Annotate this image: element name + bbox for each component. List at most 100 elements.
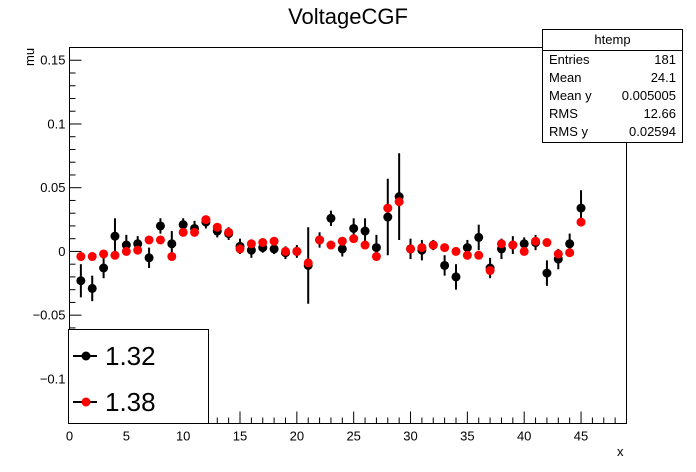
stats-row-rms-y: RMS y 0.02594 xyxy=(543,123,682,141)
stats-label: Mean xyxy=(549,70,582,85)
data-point-series-2 xyxy=(565,248,575,258)
data-point-series-2 xyxy=(440,243,450,253)
data-point-series-2 xyxy=(155,235,165,245)
stats-value: 0.005005 xyxy=(621,88,676,103)
x-tick-label: 25 xyxy=(346,429,360,444)
y-tick-label: −0.1 xyxy=(40,371,66,386)
legend-label-series-1: 1.32 xyxy=(105,340,156,371)
data-point-series-2 xyxy=(292,246,302,256)
data-point-series-2 xyxy=(258,238,268,248)
data-point-series-2 xyxy=(496,239,506,249)
data-point-series-2 xyxy=(360,240,370,250)
legend-label-series-2: 1.38 xyxy=(105,386,156,417)
data-point-series-2 xyxy=(201,215,211,225)
data-point-series-2 xyxy=(428,240,438,250)
legend-item-series-2: 1.38 xyxy=(69,382,156,422)
data-point-series-2 xyxy=(508,240,518,250)
data-point-series-1 xyxy=(576,203,586,213)
chart-title: VoltageCGF xyxy=(288,4,408,29)
stats-label: Mean y xyxy=(549,88,592,103)
data-point-series-2 xyxy=(462,250,472,260)
data-point-series-1 xyxy=(144,253,154,263)
data-point-series-1 xyxy=(451,272,461,282)
data-point-series-1 xyxy=(246,245,256,255)
x-tick-label: 30 xyxy=(403,429,417,444)
data-point-series-2 xyxy=(371,252,381,262)
stats-row-mean: Mean 24.1 xyxy=(543,69,682,87)
data-point-series-1 xyxy=(462,243,472,253)
data-point-series-1 xyxy=(349,223,359,233)
x-tick-label: 5 xyxy=(123,429,130,444)
y-tick-label: 0.15 xyxy=(40,53,65,68)
stats-label: Entries xyxy=(549,52,590,67)
plot-frame xyxy=(69,47,627,424)
data-point-series-1 xyxy=(178,220,188,230)
stats-row-mean-y: Mean y 0.005005 xyxy=(543,87,682,105)
data-point-series-2 xyxy=(417,243,427,253)
legend-marker-series-1 xyxy=(73,351,97,361)
y-axis-label: mu xyxy=(22,47,37,66)
stats-label: RMS xyxy=(549,106,578,121)
stats-value: 181 xyxy=(654,52,676,67)
x-tick-label: 15 xyxy=(233,429,247,444)
x-tick-label: 40 xyxy=(517,429,531,444)
data-point-series-2 xyxy=(553,249,563,259)
data-point-series-2 xyxy=(485,266,495,276)
data-point-series-2 xyxy=(315,235,325,245)
data-point-series-1 xyxy=(371,243,381,253)
data-point-series-2 xyxy=(349,234,359,244)
stats-label: RMS y xyxy=(549,124,588,139)
data-point-series-2 xyxy=(383,203,393,213)
data-point-series-2 xyxy=(269,236,279,246)
legend-item-series-1: 1.32 xyxy=(69,336,156,376)
x-tick-label: 45 xyxy=(574,429,588,444)
data-point-series-1 xyxy=(76,276,86,286)
data-point-series-2 xyxy=(87,252,97,262)
stats-box: htemp Entries 181 Mean 24.1 Mean y 0.005… xyxy=(542,29,683,143)
y-tick-label: 0 xyxy=(58,244,65,259)
stats-value: 24.1 xyxy=(650,70,676,85)
legend-marker-series-2 xyxy=(73,397,97,407)
data-point-series-2 xyxy=(178,227,188,237)
axis-tick-labels: 0 5 10 15 20 25 30 35 40 45 −0.1 −0.05 0 0.05 0.1 0.15 xyxy=(33,53,589,444)
data-point-series-2 xyxy=(519,246,529,256)
data-point-series-1 xyxy=(167,239,177,249)
y-tick-label: 0.1 xyxy=(47,116,65,131)
stats-box-title: htemp xyxy=(543,30,682,51)
data-point-series-2 xyxy=(280,246,290,256)
data-point-series-2 xyxy=(451,246,461,256)
data-point-series-2 xyxy=(531,236,541,246)
data-point-series-1 xyxy=(87,283,97,293)
data-point-series-2 xyxy=(167,252,177,262)
x-tick-label: 20 xyxy=(290,429,304,444)
data-point-series-2 xyxy=(542,238,552,248)
data-point-series-2 xyxy=(474,250,484,260)
data-point-series-2 xyxy=(246,239,256,249)
data-point-series-1 xyxy=(474,232,484,242)
data-point-series-2 xyxy=(121,246,131,256)
data-point-series-2 xyxy=(235,244,245,254)
data-point-series-2 xyxy=(576,217,586,227)
x-axis-label: x xyxy=(617,444,624,459)
data-point-series-1 xyxy=(565,239,575,249)
y-tick-label: −0.05 xyxy=(33,308,66,323)
data-point-series-1 xyxy=(440,260,450,270)
data-point-series-1 xyxy=(542,268,552,278)
stats-row-rms: RMS 12.66 xyxy=(543,105,682,123)
data-point-series-1 xyxy=(337,244,347,254)
data-point-series-2 xyxy=(303,258,313,268)
data-point-series-2 xyxy=(337,236,347,246)
data-point-series-1 xyxy=(326,213,336,223)
data-point-series-1 xyxy=(519,239,529,249)
data-point-series-2 xyxy=(110,250,120,260)
x-tick-label: 35 xyxy=(460,429,474,444)
data-point-series-1 xyxy=(121,240,131,250)
data-point-series-1 xyxy=(269,244,279,254)
stats-value: 12.66 xyxy=(643,106,676,121)
y-tick-label: 0.05 xyxy=(40,180,65,195)
data-point-series-2 xyxy=(144,235,154,245)
x-tick-label: 0 xyxy=(66,429,73,444)
data-point-series-1 xyxy=(383,212,393,222)
data-point-series-1 xyxy=(110,231,120,241)
